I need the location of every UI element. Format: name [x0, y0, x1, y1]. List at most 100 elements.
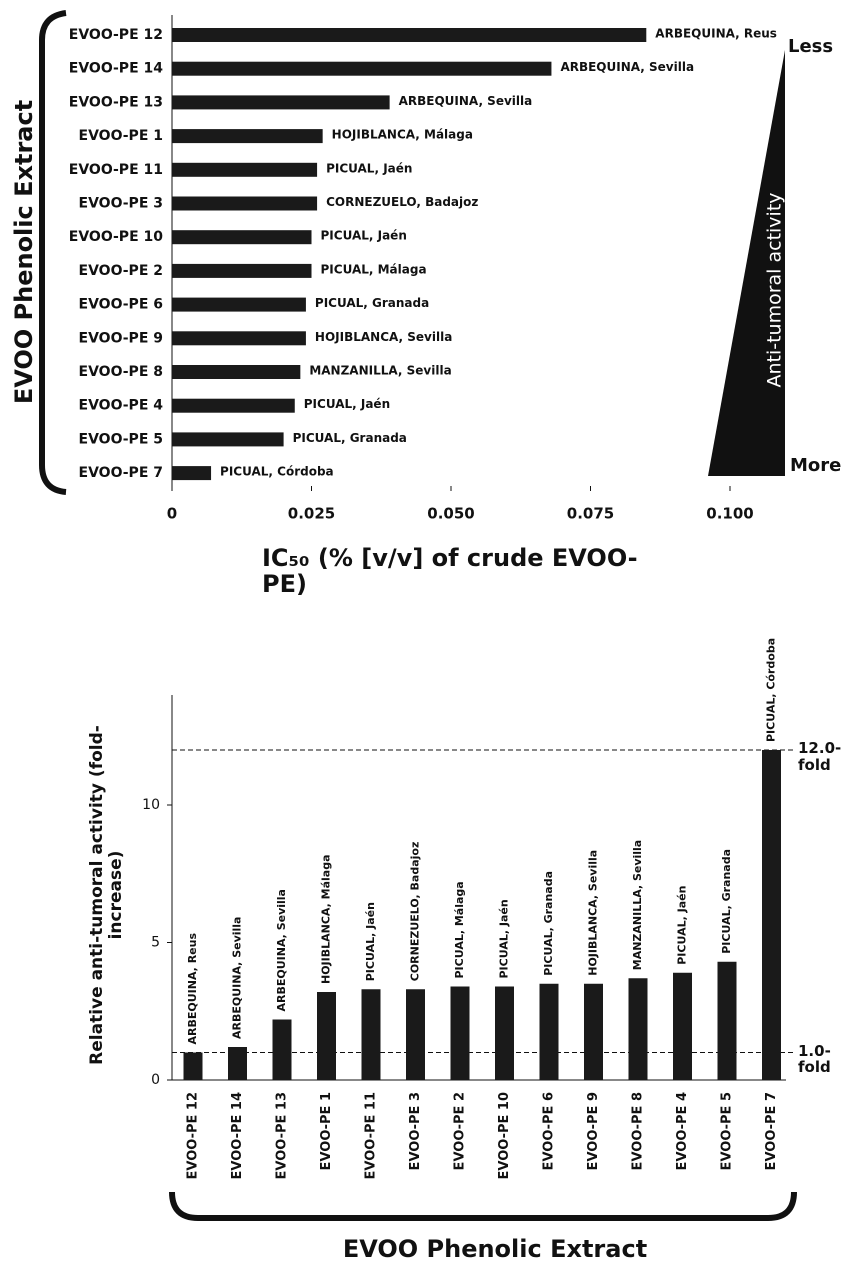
- bar: [172, 61, 552, 76]
- bar-label: CORNEZUELO, Badajoz: [409, 842, 422, 982]
- y-tick-label: EVOO-PE 3: [79, 196, 163, 212]
- x-tick-label: 0.050: [427, 505, 474, 523]
- y-tick-label: EVOO-PE 14: [69, 61, 163, 77]
- bar: [673, 972, 692, 1080]
- bar-label: MANZANILLA, Sevilla: [631, 840, 644, 971]
- x-tick-label: 0.025: [288, 505, 335, 523]
- bar-label: PICUAL, Jaén: [364, 902, 377, 981]
- reference-label-box: 1.0-fold: [798, 1042, 831, 1076]
- bar-label: PICUAL, Málaga: [321, 262, 427, 276]
- bar: [172, 297, 306, 312]
- bar-label: ARBEQUINA, Sevilla: [399, 94, 533, 108]
- bar: [172, 331, 306, 346]
- bar: [272, 1019, 292, 1080]
- x-tick-label: EVOO-PE 9: [586, 1092, 601, 1170]
- x-axis-title: IC₅₀ (% [v/v] of crude EVOO-PE): [262, 545, 638, 599]
- bar: [172, 196, 318, 211]
- bar-label: PICUAL, Málaga: [453, 881, 466, 978]
- annotation: More: [790, 455, 841, 476]
- y-axis-title: Relative anti-tumoral activity (fold-inc…: [88, 725, 126, 1065]
- y-tick-label: EVOO-PE 12: [69, 27, 163, 43]
- x-tick-label: EVOO-PE 2: [453, 1092, 468, 1170]
- bar-label: ARBEQUINA, Reus: [655, 27, 777, 41]
- bar-label: PICUAL, Granada: [542, 871, 555, 976]
- bar-label: PICUAL, Córdoba: [765, 638, 778, 742]
- bar: [172, 398, 295, 413]
- y-tick-label: 10: [142, 797, 160, 813]
- y-tick-label: EVOO-PE 7: [79, 465, 163, 481]
- x-tick-label: EVOO-PE 3: [408, 1092, 423, 1170]
- bar-label: HOJIBLANCA, Sevilla: [315, 330, 452, 344]
- y-tick-label: EVOO-PE 13: [69, 94, 163, 110]
- bar: [628, 978, 648, 1080]
- x-tick-label: EVOO-PE 6: [542, 1092, 557, 1170]
- y-tick-label: 5: [151, 935, 160, 951]
- y-axis-title: EVOO Phenolic Extract: [10, 100, 38, 404]
- bar-label: PICUAL, Jaén: [304, 397, 390, 411]
- bar-label: PICUAL, Granada: [720, 849, 733, 954]
- bar-label: PICUAL, Granada: [315, 296, 429, 310]
- bar-label: PICUAL, Jaén: [321, 229, 407, 243]
- y-tick-label: EVOO-PE 6: [79, 297, 163, 313]
- y-tick-label: EVOO-PE 10: [69, 229, 163, 245]
- bar-label: HOJIBLANCA, Málaga: [332, 128, 473, 142]
- bar: [172, 129, 323, 144]
- y-tick-label: EVOO-PE 5: [79, 431, 163, 447]
- x-tick-label: EVOO-PE 8: [631, 1092, 646, 1170]
- bar-label: ARBEQUINA, Reus: [186, 933, 199, 1045]
- bar: [317, 992, 336, 1080]
- bar: [495, 986, 514, 1080]
- bar: [584, 983, 603, 1080]
- bar: [172, 466, 212, 481]
- x-tick-label: 0: [167, 505, 177, 523]
- bar: [172, 230, 312, 245]
- bar: [172, 432, 284, 447]
- reference-label: 1.0-fold: [798, 1042, 831, 1076]
- bar: [172, 365, 301, 379]
- bar: [172, 28, 647, 42]
- bar: [406, 989, 425, 1080]
- x-tick-label: EVOO-PE 14: [230, 1092, 245, 1179]
- x-axis-title: EVOO Phenolic Extract: [343, 1235, 647, 1262]
- bar-label: HOJIBLANCA, Málaga: [320, 854, 333, 984]
- bar: [539, 983, 559, 1080]
- annotation: Anti-tumoral activity: [764, 192, 786, 387]
- y-tick-label: EVOO-PE 2: [79, 263, 163, 279]
- x-tick-label: EVOO-PE 7: [764, 1092, 779, 1170]
- x-tick-label: 0.100: [706, 505, 753, 523]
- bracket: [169, 1191, 797, 1221]
- bracket: [39, 10, 67, 495]
- y-tick-label: EVOO-PE 4: [79, 398, 164, 414]
- bar: [450, 986, 470, 1080]
- x-tick-label: EVOO-PE 1: [319, 1092, 334, 1170]
- x-tick-label: EVOO-PE 13: [275, 1092, 290, 1179]
- reference-label-box: 12.0-fold: [798, 740, 842, 774]
- bar: [183, 1052, 203, 1080]
- x-tick-label: EVOO-PE 11: [364, 1092, 379, 1179]
- bar: [762, 750, 781, 1080]
- bar-label: PICUAL, Córdoba: [220, 465, 334, 479]
- x-tick-label: 0.075: [567, 505, 614, 523]
- y-tick-label: EVOO-PE 11: [69, 162, 163, 178]
- annotation: Less: [788, 36, 833, 57]
- bar-label: PICUAL, Jaén: [676, 886, 689, 965]
- x-tick-label: EVOO-PE 5: [720, 1092, 735, 1170]
- bar-label: PICUAL, Jaén: [498, 899, 511, 978]
- bar-label: PICUAL, Jaén: [326, 161, 412, 175]
- y-axis-title-box: Relative anti-tumoral activity (fold-inc…: [88, 725, 126, 1065]
- bar-label: ARBEQUINA, Sevilla: [275, 889, 288, 1011]
- x-tick-label: EVOO-PE 10: [497, 1092, 512, 1179]
- bar: [172, 95, 390, 110]
- bar-label: ARBEQUINA, Sevilla: [560, 60, 694, 74]
- activity-wedge: [708, 50, 785, 476]
- x-tick-label: EVOO-PE 12: [186, 1092, 201, 1179]
- bar-label: ARBEQUINA, Sevilla: [231, 917, 244, 1039]
- bar-label: PICUAL, Granada: [293, 431, 407, 445]
- bar: [228, 1047, 247, 1080]
- y-tick-label: EVOO-PE 1: [79, 128, 163, 144]
- reference-label: 12.0-fold: [798, 740, 842, 774]
- bar-label: CORNEZUELO, Badajoz: [326, 195, 478, 209]
- y-tick-label: EVOO-PE 9: [79, 330, 163, 346]
